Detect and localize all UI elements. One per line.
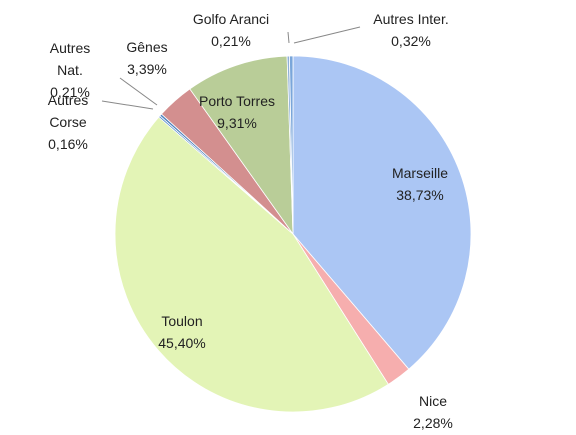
slice-label: Toulon 45,40% bbox=[142, 310, 222, 354]
pie-slice bbox=[114, 116, 389, 413]
label-name: Marseille bbox=[391, 165, 448, 181]
pie-slice bbox=[189, 55, 294, 236]
slice-label: Porto Torres 9,31% bbox=[187, 90, 287, 134]
label-value: 0,32% bbox=[391, 33, 431, 49]
leader-line bbox=[101, 100, 154, 110]
label-name: Toulon bbox=[161, 313, 203, 329]
label-name: Gênes bbox=[126, 39, 168, 55]
leader-line bbox=[287, 31, 290, 44]
label-value: 2,28% bbox=[413, 415, 453, 431]
slice-label: Autres Nat. 0,21% bbox=[45, 37, 95, 103]
leader-line bbox=[293, 26, 361, 44]
leader-line bbox=[119, 77, 158, 106]
label-value: 0,16% bbox=[48, 136, 88, 152]
label-name: Nice bbox=[418, 393, 447, 409]
label-value: 0,21% bbox=[211, 33, 251, 49]
slice-label: Golfo Aranci 0,21% bbox=[181, 8, 281, 52]
pie-slice bbox=[289, 55, 294, 235]
slice-label: Gênes 3,39% bbox=[117, 36, 177, 80]
slice-label: Autres Corse 0,16% bbox=[43, 89, 93, 155]
label-value: 0,21% bbox=[50, 84, 90, 100]
label-name: Autres Corse bbox=[47, 92, 89, 130]
label-value: 3,39% bbox=[127, 61, 167, 77]
label-name: Golfo Aranci bbox=[192, 11, 270, 27]
leader-lines bbox=[101, 26, 361, 110]
slice-label: Marseille 38,73% bbox=[370, 162, 470, 206]
label-value: 45,40% bbox=[158, 335, 206, 351]
label-name: Autres Inter. bbox=[373, 11, 449, 27]
label-value: 9,31% bbox=[217, 115, 257, 131]
label-name: Autres Nat. bbox=[49, 40, 91, 78]
slices bbox=[114, 55, 472, 413]
label-value: 38,73% bbox=[396, 187, 444, 203]
pie-slice bbox=[292, 55, 472, 370]
slice-label: Autres Inter. 0,32% bbox=[351, 8, 471, 52]
label-name: Porto Torres bbox=[199, 93, 275, 109]
slice-label: Nice 2,28% bbox=[403, 390, 463, 434]
